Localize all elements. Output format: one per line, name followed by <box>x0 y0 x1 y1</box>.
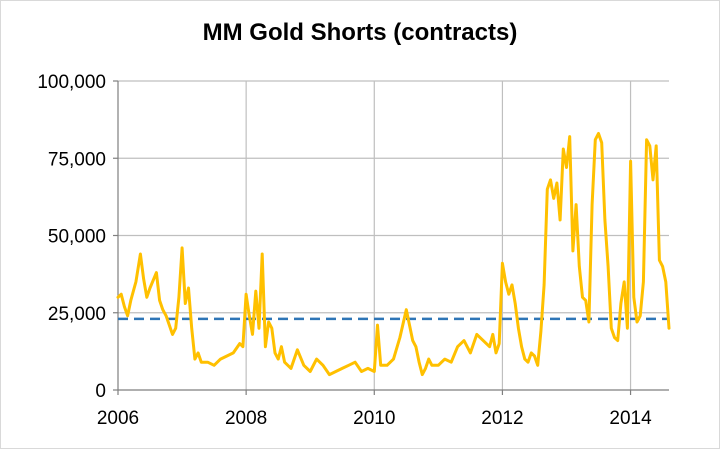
x-tick-label: 2006 <box>97 408 139 429</box>
y-tick-label: 25,000 <box>48 304 106 325</box>
grid-layer <box>118 80 669 390</box>
y-tick-label: 50,000 <box>48 227 106 248</box>
y-tick-label: 75,000 <box>48 149 106 170</box>
axis-layer <box>113 80 669 395</box>
tick-label-layer: 0 25,000 50,000 75,000 100,000 2006 2008 2010 20… <box>37 72 652 429</box>
x-tick-label: 2014 <box>609 408 652 429</box>
chart-title: MM Gold Shorts (contracts) <box>202 19 518 46</box>
y-tick-label: 100,000 <box>37 72 106 93</box>
x-tick-label: 2012 <box>481 408 523 429</box>
series-line <box>116 132 671 377</box>
x-tick-label: 2008 <box>225 408 267 429</box>
series-layer <box>116 132 671 377</box>
y-tick-label: 0 <box>95 381 106 402</box>
x-tick-label: 2010 <box>353 408 395 429</box>
